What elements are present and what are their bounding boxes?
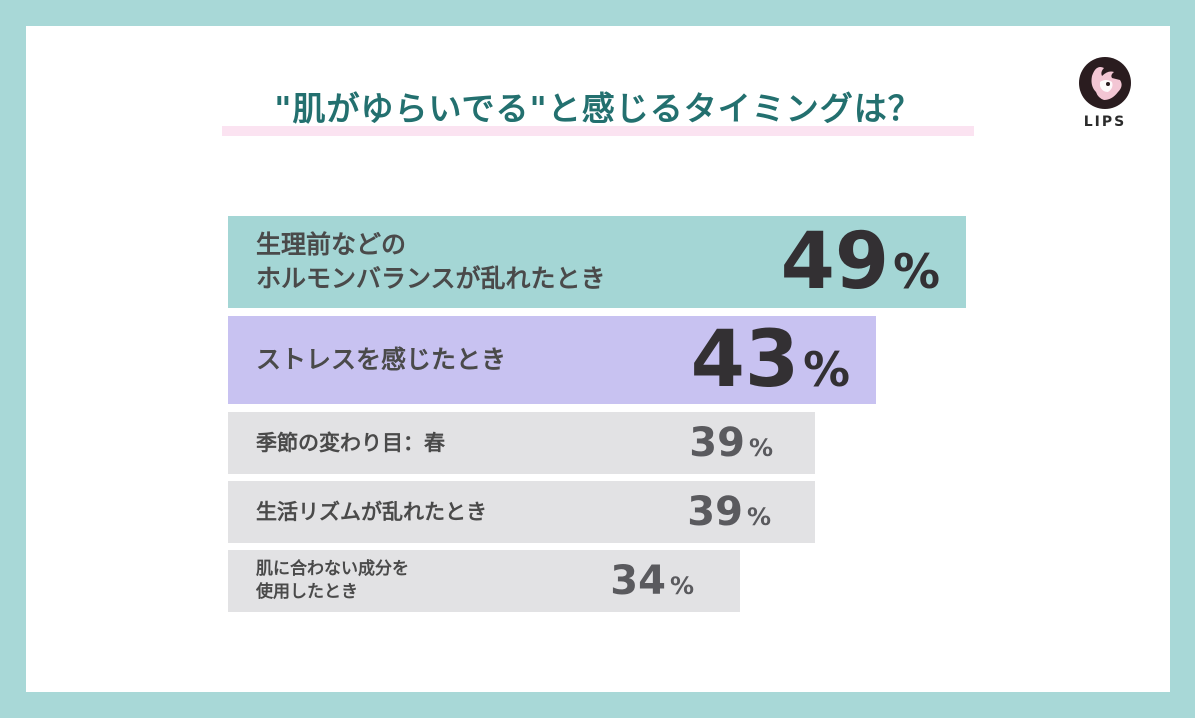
logo-text: LIPS	[1083, 114, 1127, 130]
bar-5: 肌に合わない成分を 使用したとき 34%	[228, 550, 740, 612]
bar-value-unit: %	[669, 572, 694, 600]
bar-value-3: 39%	[689, 412, 773, 479]
bar-4: 生活リズムが乱れたとき 39%	[228, 481, 815, 543]
title-area: "肌がゆらいでる"と感じるタイミングは？	[222, 86, 974, 136]
bar-value-unit: %	[893, 246, 940, 300]
bar-value-2: 43%	[691, 316, 850, 415]
bar-value-number: 39	[689, 420, 745, 466]
bar-value-number: 49	[780, 217, 890, 307]
bar-value-unit: %	[803, 344, 850, 398]
bar-chart: 生理前などの ホルモンバランスが乱れたとき 49% ストレスを感じたとき 43% 季節の…	[228, 216, 988, 616]
bar-2: ストレスを感じたとき 43%	[228, 316, 876, 404]
bar-value-number: 39	[687, 489, 743, 535]
bar-1: 生理前などの ホルモンバランスが乱れたとき 49%	[228, 216, 966, 308]
bar-value-5: 34%	[610, 550, 694, 617]
bar-value-unit: %	[748, 434, 773, 462]
title-underline	[222, 126, 974, 136]
bar-label-4: 生活リズムが乱れたとき	[256, 500, 487, 524]
lips-logo: LIPS	[1076, 54, 1136, 138]
deer-head-icon	[1079, 57, 1131, 109]
bar-label-3: 季節の変わり目：春	[256, 431, 445, 455]
chart-card: "肌がゆらいでる"と感じるタイミングは？ LIPS 生理前などの ホルモンバラン…	[26, 26, 1170, 692]
bar-value-unit: %	[746, 503, 771, 531]
chart-title: "肌がゆらいでる"と感じるタイミングは？	[274, 89, 922, 128]
bar-value-number: 34	[610, 558, 666, 604]
bar-value-4: 39%	[687, 481, 771, 548]
bar-value-1: 49%	[781, 216, 940, 319]
bar-3: 季節の変わり目：春 39%	[228, 412, 815, 474]
bar-label-1: 生理前などの ホルモンバランスが乱れたとき	[256, 230, 606, 293]
bar-label-2: ストレスを感じたとき	[256, 345, 507, 374]
bar-value-number: 43	[690, 315, 800, 405]
bar-label-5: 肌に合わない成分を 使用したとき	[256, 559, 409, 602]
